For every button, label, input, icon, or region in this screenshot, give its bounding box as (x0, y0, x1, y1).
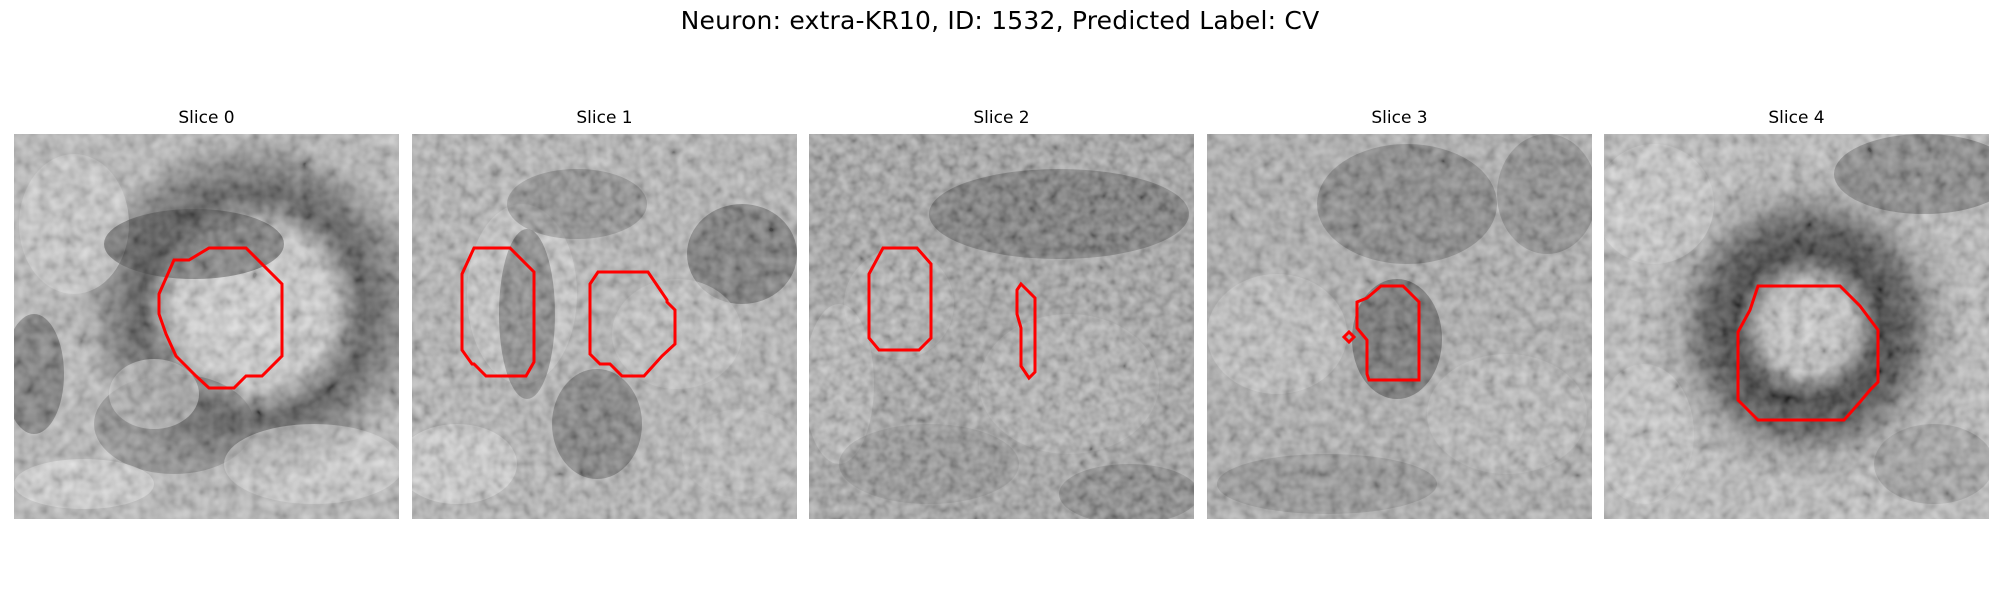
slice-title-4: Slice 4 (1768, 108, 1825, 128)
slice-image-4 (1604, 134, 1989, 519)
contour-0 (157, 246, 284, 390)
slice-image-2 (809, 134, 1194, 519)
slice-image-3 (1207, 134, 1592, 519)
contour-3 (1355, 284, 1421, 382)
contour-1b (588, 270, 677, 378)
slice-image-0 (14, 134, 399, 519)
figure-title: Neuron: extra-KR10, ID: 1532, Predicted … (680, 6, 1320, 35)
slice-title-2: Slice 2 (973, 108, 1030, 128)
slice-title-0: Slice 0 (178, 108, 235, 128)
slice-title-1: Slice 1 (576, 108, 633, 128)
contour-3-dot (1341, 329, 1357, 345)
contour-2a (867, 246, 933, 352)
slice-title-3: Slice 3 (1371, 108, 1428, 128)
contour-1a (460, 246, 536, 378)
contour-2b (1015, 281, 1037, 381)
contour-4 (1736, 284, 1880, 422)
slice-image-1 (412, 134, 797, 519)
